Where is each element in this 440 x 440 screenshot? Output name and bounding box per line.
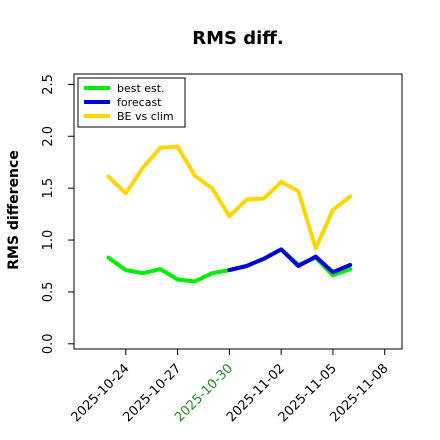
data-point: [141, 271, 145, 275]
series-line-best-est-: [106, 247, 353, 284]
data-point: [107, 175, 111, 179]
data-point: [193, 174, 197, 178]
data-point: [314, 246, 318, 250]
data-point: [227, 214, 231, 218]
data-point: [158, 267, 162, 271]
data-point: [124, 268, 128, 272]
series-layer: [106, 144, 353, 284]
data-point: [331, 270, 335, 274]
data-point: [210, 186, 214, 190]
data-point: [314, 255, 318, 259]
y-axis: 0.0 0.5 1.0 1.5 2.0 2.5: [41, 74, 74, 354]
legend-entry: forecast: [117, 96, 162, 109]
legend-entry: BE vs clim: [117, 110, 174, 123]
plot-frame: [73, 73, 403, 350]
data-point: [331, 273, 335, 277]
data-point: [107, 256, 111, 260]
data-point: [296, 264, 300, 268]
y-tick-label: 0.5: [41, 282, 56, 303]
data-point: [124, 191, 128, 195]
data-point: [348, 263, 352, 267]
series-line-be-vs-clim: [106, 144, 353, 251]
data-point: [348, 194, 352, 198]
data-point: [193, 280, 197, 284]
y-axis-label: RMS difference: [6, 150, 22, 270]
data-point: [279, 247, 283, 251]
x-axis: 2025-10-242025-10-272025-10-302025-11-02…: [69, 349, 392, 425]
y-tick-label: 1.0: [41, 230, 56, 251]
data-point: [262, 257, 266, 261]
y-tick-label: 1.5: [41, 178, 56, 199]
legend-entry: best est.: [117, 82, 165, 95]
data-point: [141, 165, 145, 169]
y-tick-label: 2.5: [41, 74, 56, 95]
data-point: [331, 208, 335, 212]
data-point: [210, 271, 214, 275]
data-point: [296, 189, 300, 193]
data-point: [348, 267, 352, 271]
data-point: [158, 146, 162, 150]
data-point: [245, 198, 249, 202]
data-point: [176, 277, 180, 281]
data-point: [176, 145, 180, 149]
data-point: [245, 264, 249, 268]
data-point: [262, 197, 266, 201]
data-point: [279, 180, 283, 184]
y-tick-label: 2.0: [41, 126, 56, 147]
y-tick-label: 0.0: [41, 333, 56, 354]
series-line-forecast: [227, 247, 353, 275]
data-point: [227, 268, 231, 272]
chart-title: RMS diff.: [192, 28, 283, 49]
